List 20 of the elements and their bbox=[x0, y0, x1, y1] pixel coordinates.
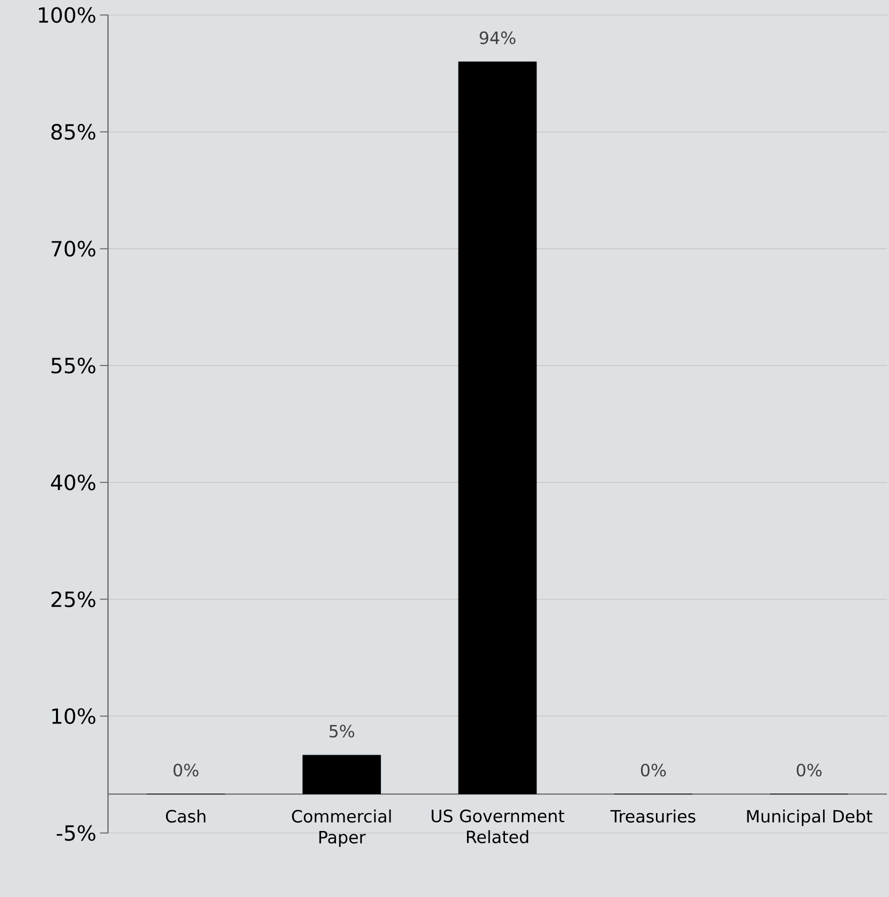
data-label: 0% bbox=[174, 764, 198, 777]
data-label: 94% bbox=[480, 31, 516, 44]
bar bbox=[458, 62, 537, 794]
x-tick-label: Municipal Debt bbox=[747, 810, 872, 826]
y-tick-label: -5% bbox=[56, 825, 96, 841]
y-tick-label: 10% bbox=[52, 708, 96, 724]
y-tick-label: 85% bbox=[51, 124, 96, 140]
y-tick-label: 55% bbox=[52, 358, 96, 374]
y-tick-label: 40% bbox=[50, 474, 96, 490]
bar bbox=[302, 754, 381, 794]
y-tick-label: 70% bbox=[52, 240, 96, 257]
data-label: 0% bbox=[640, 764, 666, 777]
x-tick-label: Cash bbox=[166, 810, 206, 823]
data-label: 0% bbox=[796, 764, 822, 777]
x-tick-label: US Government Related bbox=[432, 810, 564, 844]
data-label: 5% bbox=[330, 724, 354, 738]
x-tick-label: Treasuries bbox=[610, 810, 696, 823]
y-tick-label: 25% bbox=[52, 591, 96, 608]
y-tick-label: 100% bbox=[38, 7, 96, 23]
x-tick-label: Commercial Paper bbox=[292, 810, 391, 847]
